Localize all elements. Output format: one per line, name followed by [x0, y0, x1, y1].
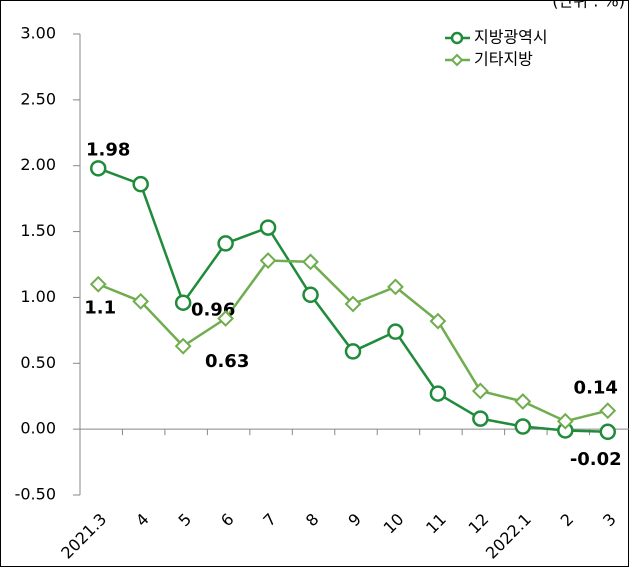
legend-label: 지방광역시 [474, 28, 548, 47]
x-tick-label: 3 [599, 510, 620, 531]
point [429, 385, 447, 402]
data-label: 1.98 [86, 139, 130, 160]
data-label: 0.63 [205, 351, 249, 372]
x-tick-label: 11 [422, 510, 450, 538]
series-line [97, 259, 609, 423]
point [89, 160, 107, 177]
x-tick-label: 2 [557, 510, 578, 531]
y-tick-label: 2.50 [20, 89, 56, 108]
legend-label: 기타지방 [474, 50, 533, 69]
x-tick-label: 2022.1 [482, 510, 535, 563]
x-tick-label: 2021.3 [57, 510, 110, 563]
point [429, 312, 447, 330]
point [344, 295, 362, 313]
y-tick-label: -0.50 [15, 485, 56, 504]
x-tick-label: 10 [380, 510, 408, 538]
y-tick-label: 1.00 [20, 287, 56, 306]
point [514, 393, 532, 410]
data-label: 0.14 [574, 378, 618, 399]
x-tick-label: 12 [465, 510, 493, 538]
x-tick-label: 6 [217, 510, 238, 531]
x-tick-label: 8 [302, 510, 323, 531]
unit-label: (단위 : %) [552, 0, 625, 11]
y-tick-label: 0.00 [20, 419, 56, 438]
x-tick-label: 4 [132, 510, 153, 531]
data-label: 1.1 [84, 297, 116, 318]
point [259, 219, 277, 236]
point [174, 294, 192, 311]
point [599, 402, 617, 420]
y-tick-label: 0.50 [20, 353, 56, 372]
point [472, 410, 489, 427]
y-tick-label: 3.00 [20, 24, 56, 43]
point [387, 278, 404, 296]
point [217, 310, 235, 327]
x-tick-label: 7 [259, 510, 280, 531]
point [599, 423, 617, 441]
point [556, 412, 574, 430]
point [132, 175, 149, 193]
point [387, 323, 404, 340]
y-tick-label: 1.50 [20, 221, 56, 240]
point [302, 286, 319, 304]
y-tick-label: 2.00 [20, 155, 56, 174]
point [132, 292, 150, 310]
legend-marker [450, 31, 464, 45]
point [259, 252, 277, 269]
x-tick-label: 9 [344, 510, 365, 531]
point [217, 235, 234, 252]
legend-marker [450, 53, 464, 67]
point [302, 253, 319, 271]
point [344, 343, 362, 360]
point [471, 382, 489, 400]
x-tick-label: 5 [175, 510, 196, 531]
point [514, 418, 532, 435]
point [174, 337, 192, 355]
data-label: -0.02 [570, 449, 622, 470]
point [89, 275, 107, 293]
